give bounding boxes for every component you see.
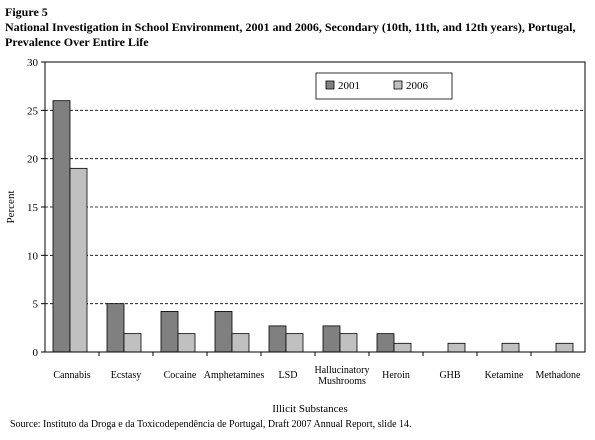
bar-2006 <box>447 342 466 353</box>
bars <box>52 100 574 353</box>
axes <box>41 61 586 356</box>
bar-2001 <box>268 325 287 353</box>
source-note: Source: Instituto da Droga e da Toxicode… <box>10 419 412 430</box>
bar-2001 <box>214 310 233 353</box>
figure-label: Figure 5 <box>5 5 48 19</box>
x-tick-label: Methadone <box>536 370 582 381</box>
y-tick-label: 30 <box>27 57 39 69</box>
x-tick-label: Cannabis <box>53 370 90 381</box>
y-tick-label: 15 <box>27 202 39 214</box>
bar-2006 <box>339 333 358 353</box>
legend-label-2006: 2006 <box>406 80 429 92</box>
bar-2006 <box>69 167 88 353</box>
x-tick-label: Hallucinatory Mushrooms <box>315 365 370 387</box>
x-tick-label: LSD <box>279 370 298 381</box>
legend: 2001 2006 <box>315 72 453 100</box>
x-tick-label: GHB <box>439 370 460 381</box>
gridlines <box>45 109 585 305</box>
chart-title: National Investigation in School Environ… <box>5 20 576 49</box>
x-tick-label: Amphetamines <box>204 370 265 381</box>
x-tick-label: Ecstasy <box>111 370 142 381</box>
x-axis-label: Illicit Substances <box>272 403 347 415</box>
y-tick-labels: 0 5 10 15 20 25 30 <box>27 57 39 359</box>
bar-2001 <box>160 310 179 353</box>
y-tick-label: 5 <box>33 299 39 311</box>
x-tick-label: Ketamine <box>485 370 524 381</box>
legend-label-2001: 2001 <box>338 80 360 92</box>
y-axis-label: Percent <box>5 191 17 224</box>
y-tick-label: 20 <box>27 154 39 166</box>
bar-2006 <box>123 333 142 353</box>
bar-2001 <box>376 333 395 353</box>
bar-2006 <box>501 342 520 353</box>
y-tick-label: 10 <box>27 250 39 262</box>
y-tick-label: 25 <box>27 105 39 117</box>
legend-swatch-2006 <box>393 80 403 90</box>
bar-2006 <box>393 342 412 353</box>
bar-2001 <box>322 325 341 353</box>
x-tick-label: Heroin <box>382 370 410 381</box>
bar-2006 <box>285 333 304 353</box>
legend-swatch-2001 <box>325 80 335 90</box>
x-tick-label: Cocaine <box>164 370 197 381</box>
legend-box <box>315 72 453 100</box>
x-tick-labels: Cannabis Ecstasy Cocaine Amphetamines LSD Hal… <box>53 365 581 387</box>
bar-2006 <box>555 342 574 353</box>
bar-2001 <box>106 303 125 353</box>
bar-2001 <box>52 100 71 353</box>
bar-2006 <box>177 333 196 353</box>
y-tick-label: 0 <box>33 347 39 359</box>
bar-2006 <box>231 333 250 353</box>
